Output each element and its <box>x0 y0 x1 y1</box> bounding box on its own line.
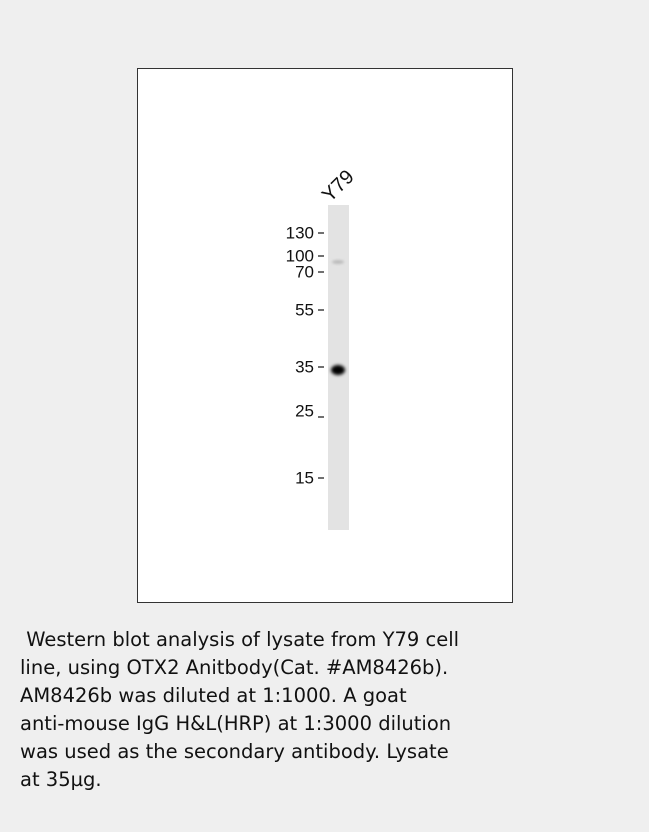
marker-label: 70 <box>295 262 314 281</box>
caption-line: anti-mouse IgG H&L(HRP) at 1:3000 diluti… <box>20 710 640 738</box>
marker-label: 55 <box>295 300 314 319</box>
caption-line: line, using OTX2 Anitbody(Cat. #AM8426b)… <box>20 654 640 682</box>
band <box>331 365 345 375</box>
caption-line: at 35µg. <box>20 766 640 794</box>
marker-label: 25 <box>295 401 314 420</box>
marker-label: 15 <box>295 468 314 487</box>
figure: Y79 130 100 70 55 35 25 15 <box>0 0 649 620</box>
marker-label: 35 <box>295 357 314 376</box>
caption-line: AM8426b was diluted at 1:1000. A goat <box>20 682 640 710</box>
caption-line: was used as the secondary antibody. Lysa… <box>20 738 640 766</box>
faint-band <box>332 260 344 264</box>
blot-frame <box>138 69 513 603</box>
page: Y79 130 100 70 55 35 25 15 Western blot … <box>0 0 649 832</box>
caption-line: Western blot analysis of lysate from Y79… <box>20 626 640 654</box>
marker-label: 130 <box>286 223 314 242</box>
caption: Western blot analysis of lysate from Y79… <box>20 626 640 794</box>
